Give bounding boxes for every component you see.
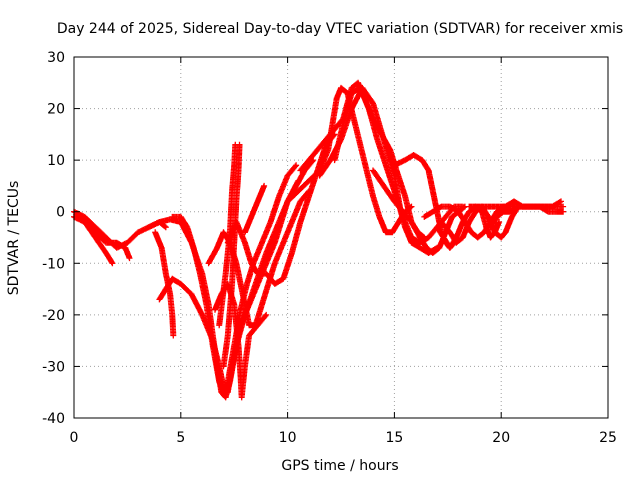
marker-trace [220, 141, 243, 370]
x-axis-title: GPS time / hours [281, 458, 398, 474]
y-axis-title: SDTVAR / TECUs [6, 181, 22, 296]
x-tick-label: 20 [492, 430, 510, 446]
x-tick-label: 5 [176, 430, 185, 446]
data-markers [71, 79, 567, 401]
axis-ticks: 0 5 10 15 20 25 -40 -30 -20 -10 0 10 20 30 [42, 50, 617, 446]
plot-frame [73, 56, 609, 419]
x-tick-label: 10 [279, 430, 297, 446]
series-arc-10 [220, 141, 243, 370]
y-tick-label: 20 [47, 102, 65, 118]
series-arc-18 [370, 167, 468, 256]
marker-trace [152, 229, 177, 339]
y-tick-label: 0 [56, 205, 65, 221]
y-tick-label: 30 [47, 50, 65, 66]
y-tick-label: -30 [42, 359, 65, 375]
y-tick-label: -40 [42, 411, 65, 427]
x-tick-label: 0 [70, 430, 79, 446]
series-arc-25 [487, 198, 564, 231]
marker-trace [241, 182, 268, 236]
y-tick-label: -10 [42, 256, 65, 272]
y-tick-label: -20 [42, 308, 65, 324]
series-arc-12 [224, 131, 338, 287]
x-tick-label: 15 [385, 430, 403, 446]
marker-trace [487, 198, 564, 231]
x-tick-label: 25 [599, 430, 617, 446]
marker-trace [224, 131, 338, 287]
chart-title: Day 244 of 2025, Sidereal Day-to-day VTE… [57, 21, 623, 37]
y-tick-label: 10 [47, 153, 65, 169]
marker-trace [370, 167, 468, 256]
series-arc-4 [152, 229, 177, 339]
series-arc-13 [241, 182, 268, 236]
